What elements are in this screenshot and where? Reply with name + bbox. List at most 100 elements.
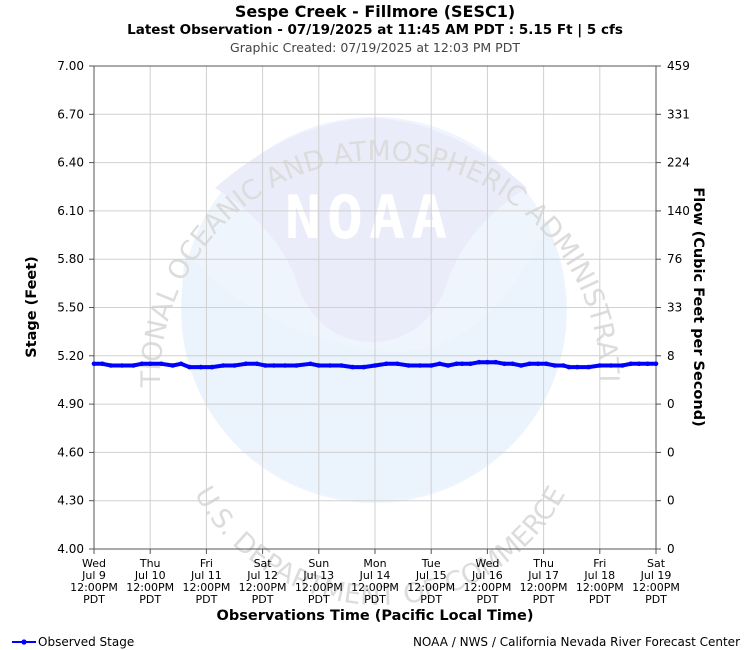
observed-stage-point	[91, 361, 97, 367]
observed-stage-point	[628, 361, 633, 367]
observed-stage-point	[493, 359, 499, 365]
x-tick-label: Thu	[532, 557, 554, 570]
observed-stage-point	[131, 363, 136, 368]
observed-stage-point	[406, 363, 412, 368]
observed-stage-point	[620, 363, 625, 368]
x-tick-label: Sun	[308, 557, 329, 570]
observed-stage-point	[243, 361, 248, 367]
observed-stage-point	[178, 361, 184, 367]
x-tick-label: 12:00PM	[126, 581, 174, 594]
x-tick-label: Jul 16	[471, 569, 503, 582]
observed-stage-point	[316, 363, 322, 368]
y-tick-label: 4.30	[57, 494, 84, 508]
x-tick-label: Fri	[593, 557, 606, 570]
graphic-created-text: Graphic Created: 07/19/2025 at 12:03 PM …	[230, 40, 520, 55]
observed-stage-point	[561, 363, 566, 368]
observed-stage-point	[271, 363, 277, 368]
x-tick-label: PDT	[308, 593, 330, 606]
observed-stage-point	[468, 361, 473, 367]
x-tick-label: Jul 14	[359, 569, 391, 582]
x-tick-label: Jul 18	[583, 569, 615, 582]
x-tick-label: Sat	[647, 557, 666, 570]
observed-stage-point	[544, 361, 549, 367]
x-tick-label: PDT	[533, 593, 555, 606]
x-tick-label: 12:00PM	[576, 581, 624, 594]
grid-lines	[93, 65, 657, 550]
observed-stage-point	[586, 364, 591, 370]
x-tick-label: Wed	[82, 557, 106, 570]
x-tick-label: 12:00PM	[182, 581, 230, 594]
observed-stage-point	[597, 363, 603, 368]
observed-stage-point	[535, 361, 541, 367]
observed-stage-point	[361, 364, 367, 370]
observed-stage-point	[170, 363, 175, 368]
y2-tick-label: 459	[667, 59, 690, 73]
observed-stage-point	[372, 363, 378, 368]
observed-stage-point	[221, 363, 226, 368]
right-y-axis: 0 0 0 0 8 33 76 140 224 331 459	[656, 59, 690, 556]
observed-stage-point	[395, 361, 400, 367]
observed-stage-point	[645, 361, 650, 367]
observed-stage-point	[428, 363, 434, 368]
x-tick-label: Jul 13	[302, 569, 334, 582]
observed-stage-point	[350, 364, 355, 370]
y-tick-label: 6.40	[57, 156, 84, 170]
y-tick-label: 4.60	[57, 445, 84, 459]
observed-stage-point	[502, 361, 507, 367]
y2-tick-label: 76	[667, 252, 682, 266]
observed-stage-point	[198, 364, 204, 370]
observed-stage-point	[527, 361, 532, 367]
x-tick-label: Jul 15	[415, 569, 447, 582]
observed-stage-point	[417, 363, 423, 368]
observed-stage-point	[459, 361, 465, 367]
x-tick-label: 12:00PM	[463, 581, 511, 594]
x-tick-label: PDT	[645, 593, 667, 606]
x-tick-label: PDT	[589, 593, 611, 606]
y-tick-label: 7.00	[57, 59, 84, 73]
legend-marker-observed	[21, 639, 27, 645]
x-tick-label: Wed	[475, 557, 499, 570]
x-tick-label: Jul 11	[190, 569, 222, 582]
observed-stage-point	[294, 363, 299, 368]
observed-stage-point	[147, 361, 153, 367]
observed-stage-point	[383, 361, 389, 367]
watermark-wave-shape	[182, 222, 566, 500]
x-tick-label: 12:00PM	[295, 581, 343, 594]
x-tick-label: PDT	[195, 593, 217, 606]
observed-stage-point	[100, 361, 105, 367]
watermark-bird-shape	[215, 118, 527, 342]
x-tick-label: Jul 19	[640, 569, 672, 582]
x-tick-label: 12:00PM	[632, 581, 680, 594]
observed-stage-point	[108, 363, 114, 368]
observed-stage-point	[437, 361, 442, 367]
x-tick-label: PDT	[83, 593, 105, 606]
x-tick-label: 12:00PM	[351, 581, 399, 594]
y-tick-label: 6.10	[57, 204, 84, 218]
y-axis-title: Stage (Feet)	[24, 256, 40, 358]
y-tick-label: 4.90	[57, 397, 84, 411]
observed-stage-point	[187, 364, 192, 370]
x-tick-label: Jul 9	[81, 569, 106, 582]
watermark-logo-text: NOAA	[285, 183, 454, 253]
observed-stage-point	[566, 364, 572, 370]
observed-stage-point	[608, 363, 614, 368]
y2-axis-title: Flow (Cubic Feet per Second)	[690, 187, 706, 426]
observed-stage-point	[263, 363, 268, 368]
observed-stage-point	[575, 364, 580, 370]
y-tick-label: 4.00	[57, 542, 84, 556]
observed-stage-point	[339, 363, 344, 368]
x-tick-label: PDT	[364, 593, 386, 606]
observed-stage-point	[476, 359, 482, 365]
footer-credit: NOAA / NWS / California Nevada River For…	[413, 635, 740, 649]
y2-tick-label: 8	[667, 349, 675, 363]
x-tick-label: Jul 10	[134, 569, 166, 582]
x-tick-label: PDT	[476, 593, 498, 606]
chart-title: Sespe Creek - Fillmore (SESC1)	[235, 2, 515, 21]
x-tick-label: 12:00PM	[407, 581, 455, 594]
series-observed-stage	[91, 359, 659, 370]
x-tick-label: 12:00PM	[70, 581, 118, 594]
observed-stage-point	[232, 363, 237, 368]
y2-tick-label: 331	[667, 107, 690, 121]
